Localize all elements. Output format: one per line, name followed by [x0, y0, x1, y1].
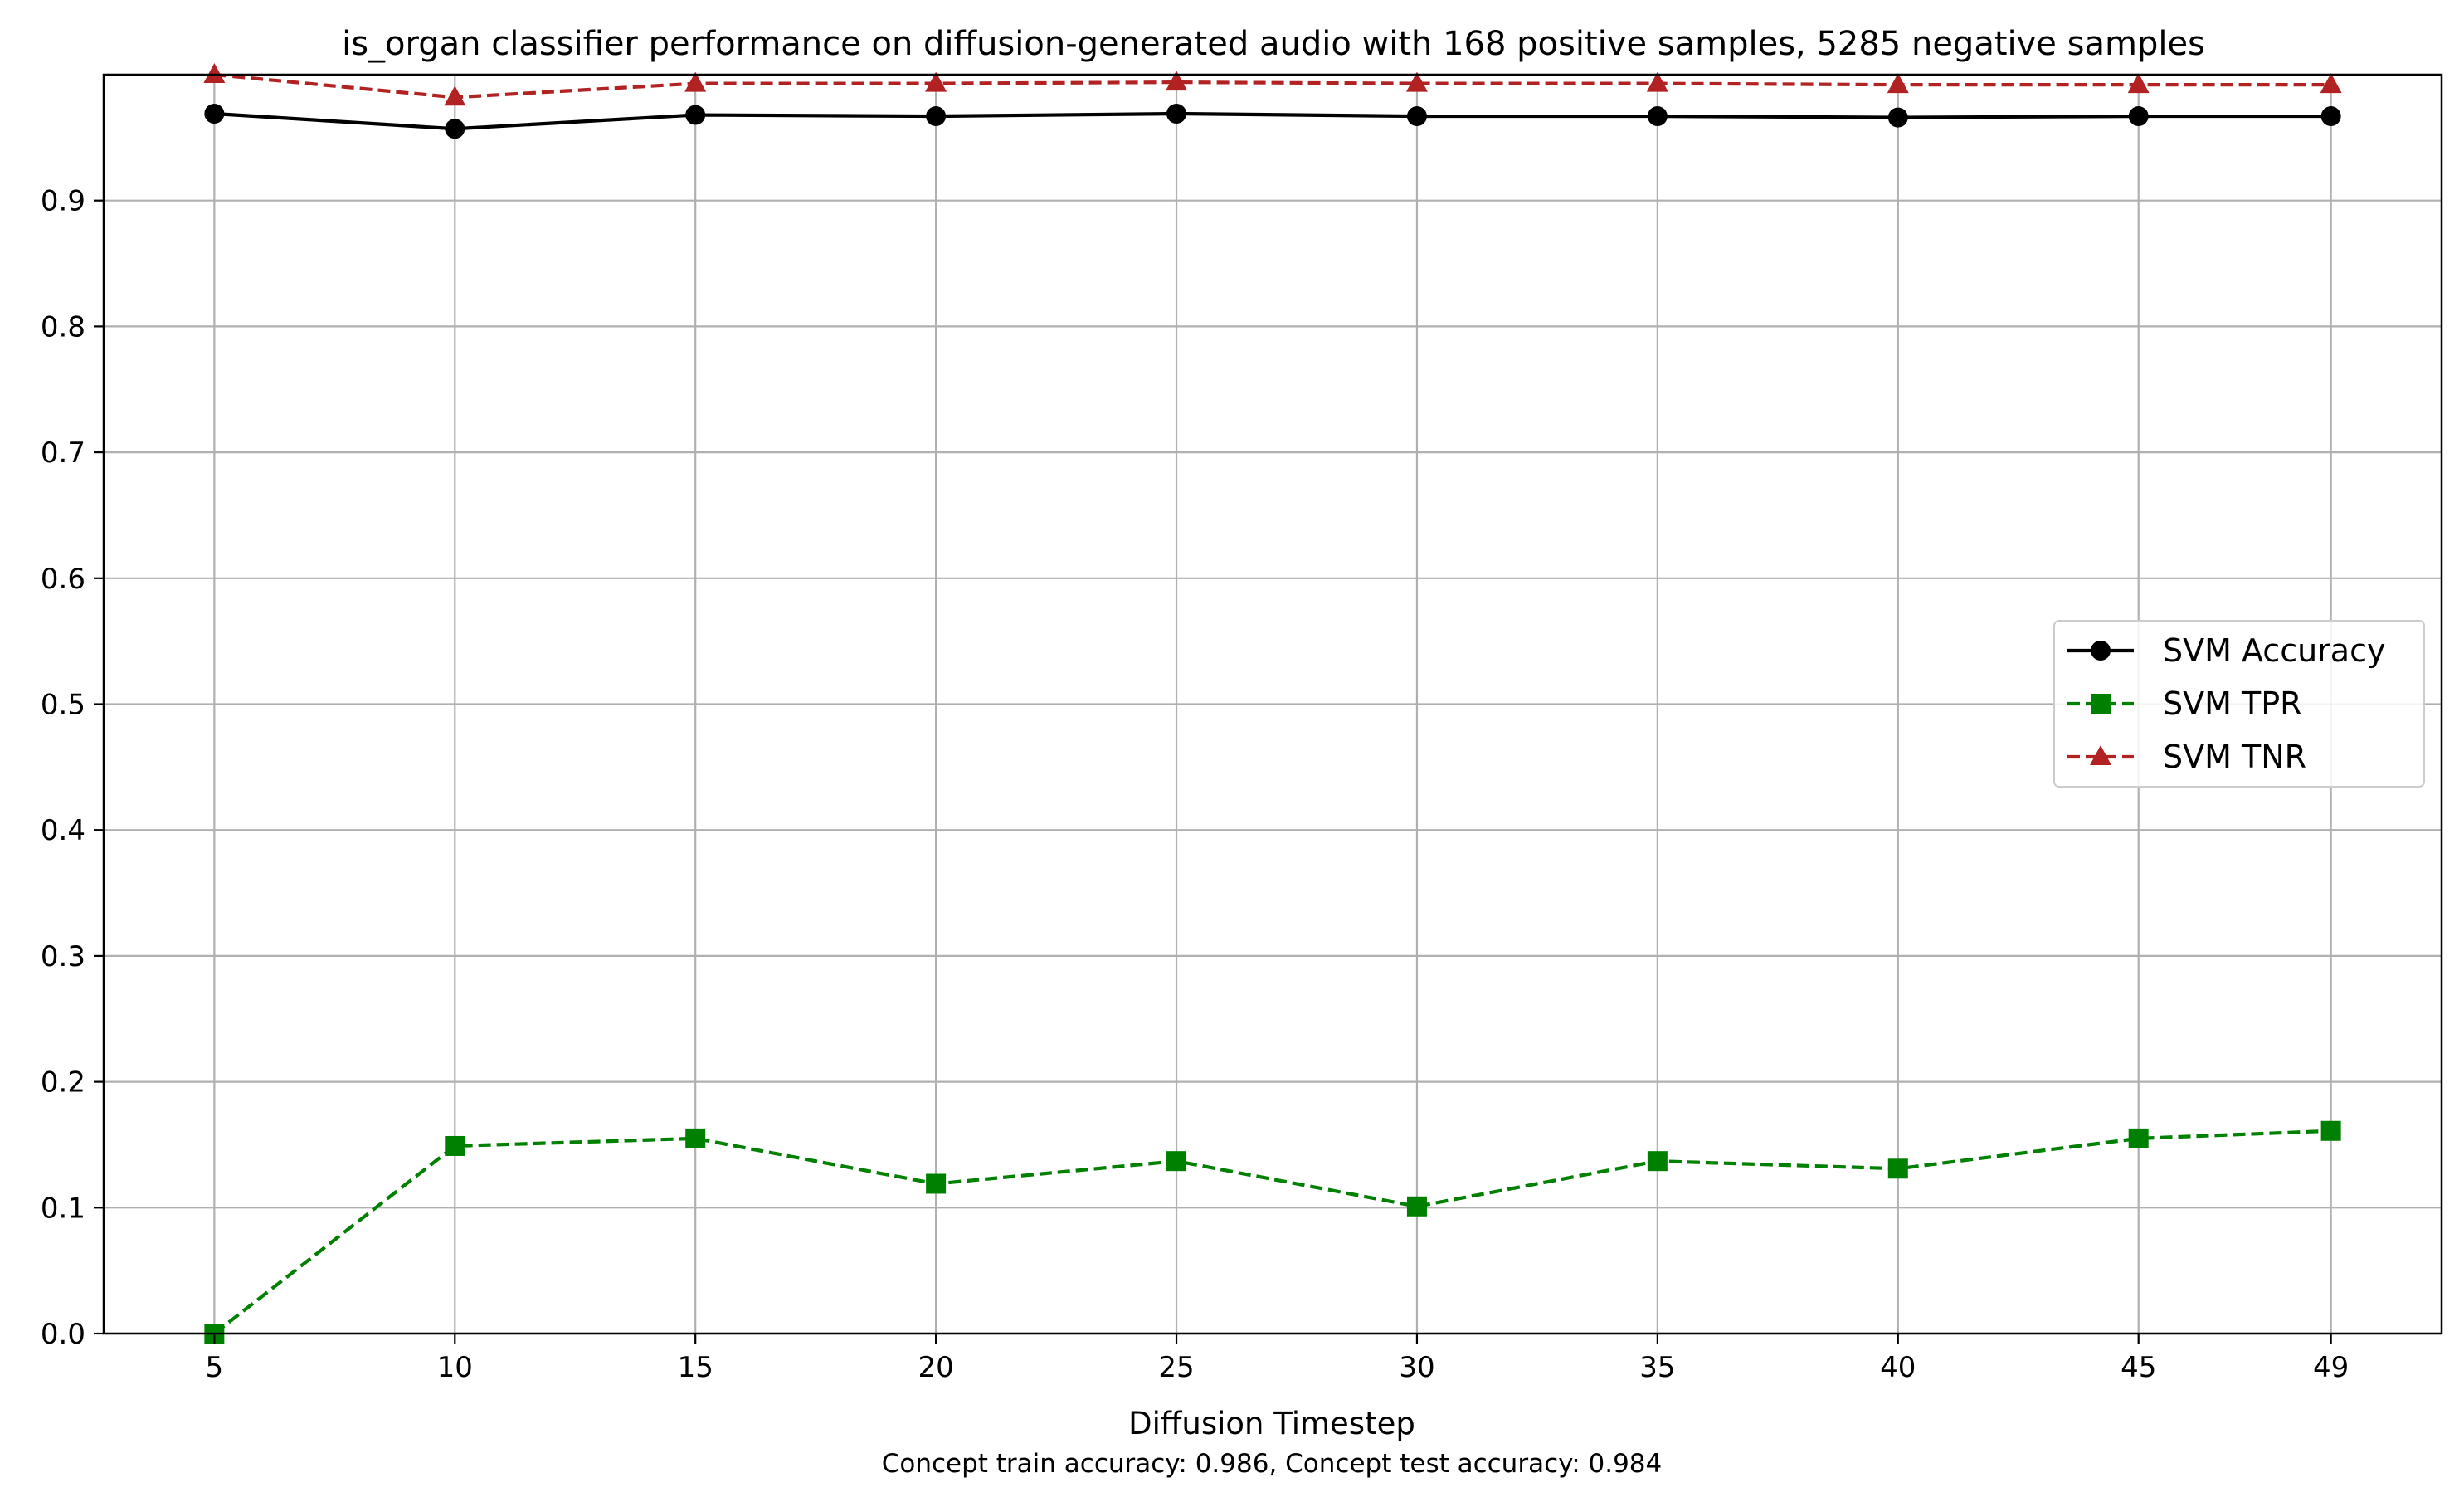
y-tick-label: 0.7 [41, 436, 85, 470]
data-point-svm-accuracy [1406, 106, 1427, 127]
y-tick-label: 0.9 [41, 185, 85, 218]
data-point-svm-tnr [684, 71, 707, 92]
data-point-svm-tpr [445, 1135, 465, 1156]
legend-label-svm-tpr: SVM TPR [2163, 685, 2302, 722]
series-svm-tnr [203, 63, 2342, 106]
data-point-svm-tnr [925, 71, 947, 92]
legend-entries: SVM Accuracy SVM TPR SVM TNR [2067, 632, 2385, 775]
x-tick-label: 15 [678, 1351, 713, 1384]
x-tick-label: 49 [2313, 1351, 2349, 1384]
data-point-svm-accuracy [685, 105, 706, 125]
x-tick-label: 10 [437, 1351, 473, 1384]
data-point-svm-tnr [2320, 73, 2342, 94]
data-point-svm-tpr [1887, 1158, 1908, 1179]
legend-marker-svm-tnr [2090, 745, 2111, 765]
y-tick-label: 0.0 [41, 1318, 85, 1351]
x-tick-label: 45 [2121, 1351, 2156, 1384]
legend-label-svm-tnr: SVM TNR [2163, 739, 2306, 775]
series-layer [203, 63, 2342, 1344]
x-axis-ticks: 5 10 15 20 25 30 35 40 45 49 [206, 1334, 2349, 1384]
chart-title: is_organ classifier performance on diffu… [342, 25, 2205, 63]
y-tick-label: 0.4 [41, 814, 85, 847]
data-point-svm-tnr [1646, 71, 1668, 92]
data-point-svm-tpr [2320, 1120, 2341, 1141]
data-point-svm-tpr [1647, 1151, 1668, 1172]
data-point-svm-tnr [444, 85, 466, 106]
series-line-svm-tnr [214, 72, 2331, 100]
data-point-svm-tnr [1405, 71, 1428, 92]
data-point-svm-tpr [685, 1128, 706, 1148]
data-point-svm-accuracy [2128, 106, 2149, 127]
y-tick-label: 0.3 [41, 940, 85, 973]
y-tick-label: 0.1 [41, 1192, 85, 1225]
y-tick-label: 0.6 [41, 563, 85, 596]
y-axis-ticks: 0.0 0.1 0.2 0.3 0.4 0.5 0.6 0.7 0.8 0.9 [41, 185, 104, 1351]
data-point-svm-tpr [926, 1173, 947, 1194]
data-point-svm-tpr [1166, 1151, 1187, 1172]
data-point-svm-tpr [2128, 1128, 2149, 1148]
x-tick-label: 5 [206, 1351, 224, 1384]
legend-label-svm-accuracy: SVM Accuracy [2163, 632, 2385, 669]
x-tick-label: 40 [1880, 1351, 1916, 1384]
y-tick-label: 0.2 [41, 1066, 85, 1100]
data-point-svm-accuracy [926, 106, 947, 127]
series-line-svm-accuracy [214, 111, 2331, 131]
data-point-svm-accuracy [1887, 107, 1908, 128]
legend-marker-svm-accuracy [2091, 641, 2111, 661]
data-point-svm-accuracy [1166, 104, 1187, 124]
x-tick-label: 35 [1639, 1351, 1675, 1384]
x-tick-label: 20 [918, 1351, 953, 1384]
series-line-svm-tpr [213, 1129, 2331, 1335]
x-tick-label: 25 [1158, 1351, 1194, 1384]
data-point-svm-tnr [1887, 73, 1909, 94]
series-svm-tpr [204, 1120, 2341, 1344]
chart-caption: Concept train accuracy: 0.986, Concept t… [882, 1449, 1663, 1479]
data-point-svm-accuracy [2320, 106, 2341, 127]
y-tick-label: 0.8 [41, 310, 85, 344]
data-point-svm-tnr [203, 63, 226, 83]
data-point-svm-accuracy [445, 119, 465, 139]
data-point-svm-tnr [1166, 71, 1188, 91]
data-point-svm-tnr [2127, 73, 2150, 94]
series-svm-accuracy [204, 104, 2341, 139]
data-point-svm-accuracy [204, 104, 225, 124]
data-point-svm-accuracy [1647, 106, 1668, 127]
x-tick-label: 30 [1399, 1351, 1434, 1384]
legend-box [2053, 620, 2425, 788]
data-point-svm-tpr [1406, 1196, 1427, 1217]
y-tick-label: 0.5 [41, 689, 85, 722]
legend: SVM Accuracy SVM TPR SVM TNR [2053, 620, 2425, 788]
legend-marker-svm-tpr [2091, 694, 2111, 714]
x-axis-label: Diffusion Timestep [1128, 1406, 1415, 1441]
